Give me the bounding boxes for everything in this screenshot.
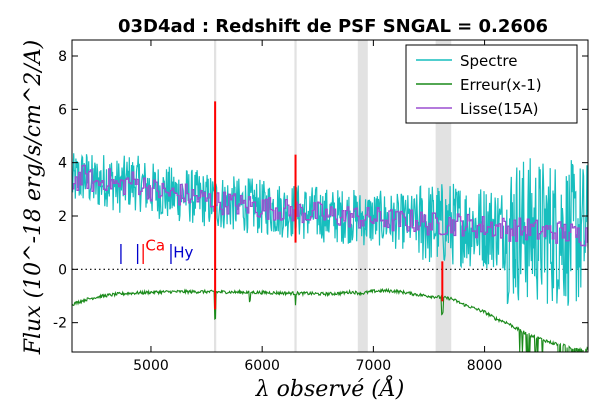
x-tick-label: 5000 bbox=[133, 358, 169, 374]
series-erreur-line bbox=[72, 287, 588, 352]
x-axis-label: λ observé (Å) bbox=[255, 374, 405, 400]
y-tick-label: 6 bbox=[58, 102, 67, 118]
x-tick-label: 8000 bbox=[467, 358, 503, 374]
annotation-0: Ca bbox=[145, 237, 165, 255]
legend-label: Erreur(x-1) bbox=[460, 76, 542, 94]
y-tick-label: -2 bbox=[53, 316, 67, 332]
telluric-band-2 bbox=[357, 40, 368, 352]
legend: Spectre Erreur(x-1) Lisse(15A) bbox=[405, 44, 578, 124]
y-axis-label: Flux (10^-18 erg/s/cm^2/A) bbox=[21, 40, 46, 356]
plot-clip-group: Ca Hy bbox=[72, 40, 588, 352]
axes-frame bbox=[71, 39, 589, 353]
plot-area: Ca Hy 5000 6000 7000 8000 -2 0 2 4 6 8 bbox=[53, 39, 589, 374]
y-tick-label: 2 bbox=[58, 209, 67, 225]
y-tick-label: 0 bbox=[58, 262, 67, 278]
x-tick-label: 7000 bbox=[356, 358, 392, 374]
legend-label: Spectre bbox=[460, 52, 517, 70]
series-spectre-line bbox=[72, 153, 588, 306]
annotation-1: Hy bbox=[173, 243, 193, 261]
legend-label: Lisse(15A) bbox=[460, 100, 538, 118]
y-tick-label: 8 bbox=[58, 49, 67, 65]
y-tick-label: 4 bbox=[58, 156, 67, 172]
x-tick-label: 6000 bbox=[244, 358, 280, 374]
series-lisse-line bbox=[72, 164, 588, 247]
chart-title: 03D4ad : Redshift de PSF SNGAL = 0.2606 bbox=[118, 16, 548, 37]
